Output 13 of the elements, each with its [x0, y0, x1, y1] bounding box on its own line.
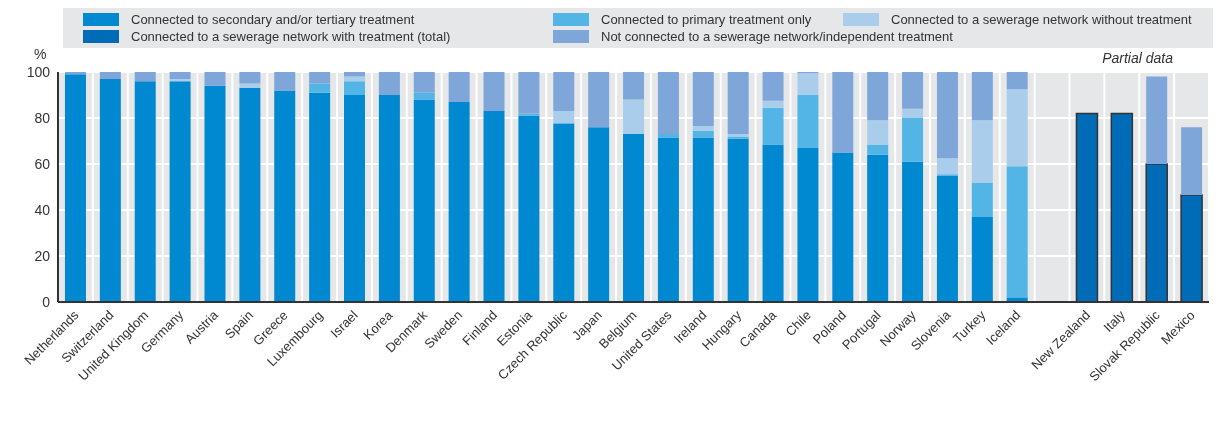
legend-label: Connected to a sewerage network with treatment (total) [131, 29, 451, 44]
y-tick-label: 20 [34, 247, 51, 264]
text: Partial data [1102, 50, 1173, 66]
y-tick-label: 80 [34, 109, 51, 126]
y-tick-label: 100 [26, 63, 51, 80]
legend-label: Not connected to a sewerage network/independent treatment [601, 29, 953, 44]
y-tick-label: 60 [34, 155, 51, 172]
legend-label: Connected to a sewerage network without treatment [891, 12, 1192, 27]
legend-label: Connected to secondary and/or tertiary treatment [131, 12, 415, 27]
legend-label: Connected to primary treatment only [601, 12, 812, 27]
y-tick-label: 40 [34, 201, 51, 218]
y-tick-label: 0 [42, 293, 51, 310]
y-axis-title: % [34, 46, 47, 62]
